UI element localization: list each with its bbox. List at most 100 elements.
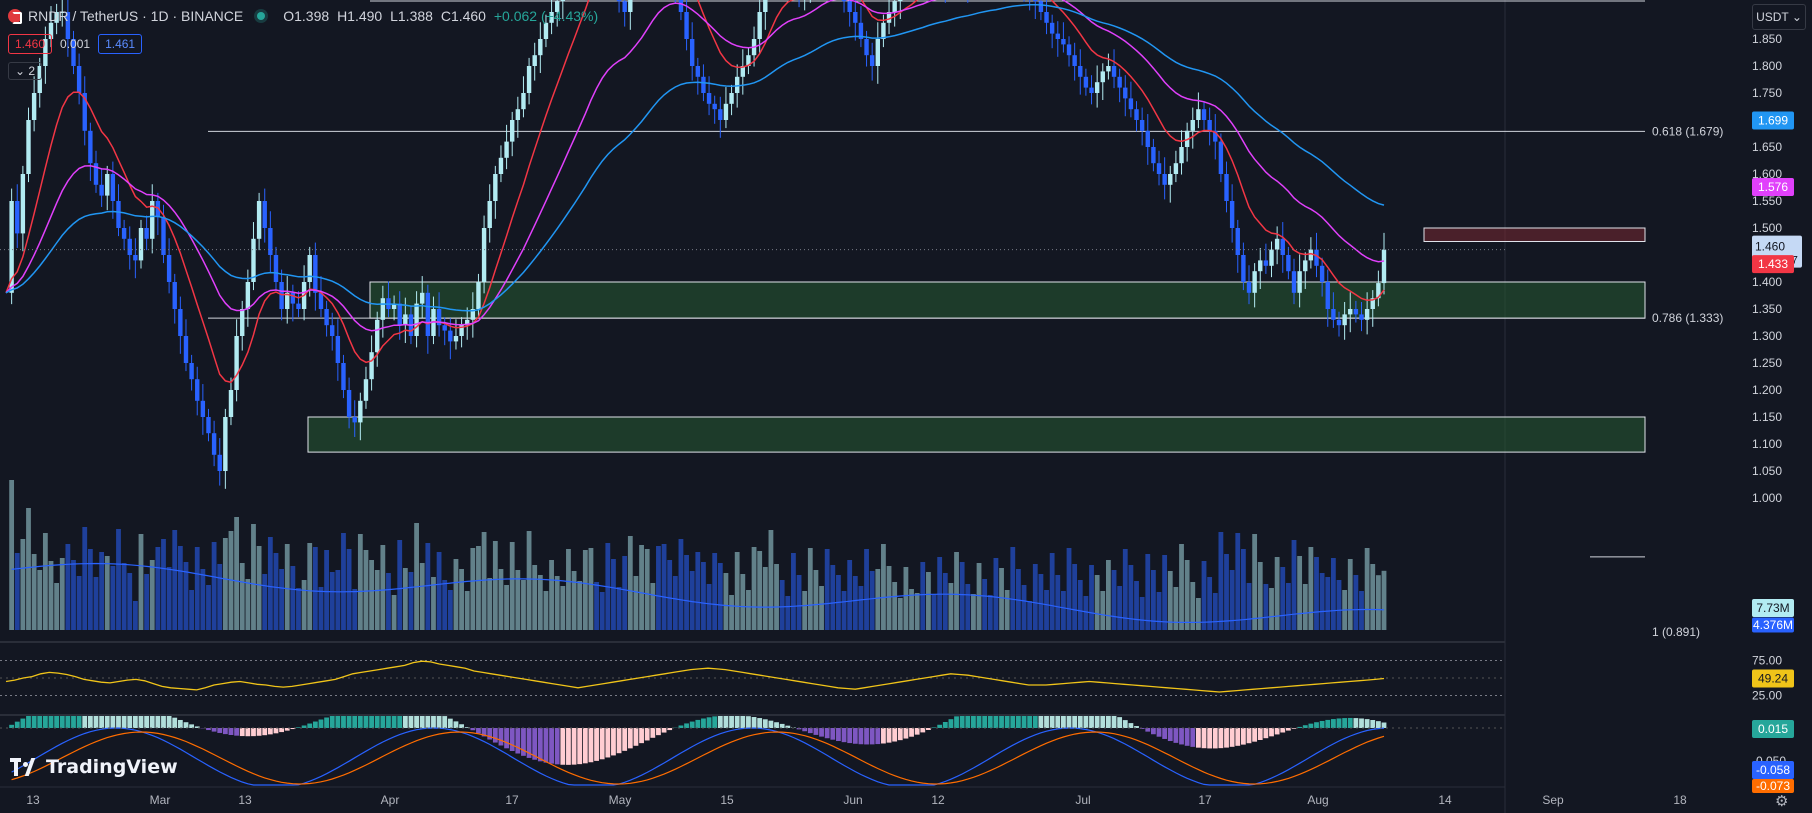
candle-body <box>166 255 172 282</box>
volume-bar <box>267 537 273 630</box>
candle-body <box>465 319 470 326</box>
macd-histogram-bar <box>881 728 886 744</box>
symbol-title[interactable]: RNDR / TetherUS · 1D · BINANCE <box>28 8 244 24</box>
indicators-collapse-button[interactable]: ⌄ 2 <box>8 62 43 80</box>
macd-histogram-bar <box>965 716 971 728</box>
volume-bar <box>31 554 37 630</box>
volume-bar <box>222 538 228 630</box>
macd-histogram-bar <box>357 716 363 728</box>
indicator-count: 2 <box>28 64 36 78</box>
volume-bar <box>442 580 448 630</box>
ema-badge: 1.576 <box>1758 180 1788 194</box>
macd-histogram-bar <box>740 716 746 728</box>
volume-ma-badge-bg <box>1752 617 1794 633</box>
macd-histogram-bar <box>447 718 453 728</box>
volume-bar <box>279 569 284 630</box>
macd-histogram-bar <box>1257 728 1263 740</box>
volume-bar <box>650 583 656 630</box>
candle-body <box>313 255 318 293</box>
ohlc-values: O1.398 H1.490 L1.388 C1.460 +0.062 (+4.4… <box>283 8 602 24</box>
volume-bar <box>487 578 493 630</box>
candle-body <box>307 255 312 282</box>
candle-body <box>712 103 717 110</box>
candle-body <box>729 93 734 104</box>
volume-bar <box>234 517 240 630</box>
gear-icon[interactable]: ⚙ <box>1775 793 1789 810</box>
macd-histogram-bar <box>768 720 774 728</box>
candle-body <box>1258 260 1263 272</box>
macd-histogram-bar <box>20 718 26 728</box>
macd-histogram-bar <box>982 716 988 728</box>
volume-bar <box>436 552 442 630</box>
volume-bar <box>976 563 982 630</box>
candle-body <box>695 66 701 77</box>
volume-bar <box>99 552 105 630</box>
macd-histogram-bar <box>976 716 982 728</box>
macd-histogram-bar <box>341 716 346 728</box>
volume-bar <box>1280 567 1286 630</box>
macd-histogram-bar <box>954 716 959 728</box>
chevron-down-icon: ⌄ <box>15 64 26 78</box>
macd-histogram-bar <box>206 728 211 731</box>
volume-bar <box>1145 554 1151 630</box>
sell-button[interactable]: 1.460 <box>8 34 53 54</box>
candle-body <box>1156 163 1162 174</box>
candle-body <box>1218 141 1224 174</box>
macd-histogram-bar <box>391 716 397 728</box>
rsi-line <box>5 660 1385 693</box>
candle-body <box>487 201 492 228</box>
volume-bar <box>1139 597 1145 630</box>
volume-bar <box>408 572 414 630</box>
candle-body <box>425 292 431 336</box>
time-tick-label: 13 <box>238 793 252 807</box>
candle-body <box>1111 66 1117 77</box>
volume-bar <box>93 577 99 630</box>
macd-histogram-bar <box>155 716 161 728</box>
candle-body <box>1303 260 1308 272</box>
candle-body <box>470 309 476 320</box>
candle-body <box>211 433 217 455</box>
volume-bar <box>20 539 26 630</box>
time-tick-label: Jul <box>1075 793 1090 807</box>
volume-bar <box>684 555 689 630</box>
volume-bar <box>284 544 290 630</box>
volume-bar <box>402 568 408 630</box>
volume-bar <box>138 534 144 630</box>
macd-histogram-bar <box>414 716 419 728</box>
candle-body <box>1134 109 1139 120</box>
volume-bar <box>751 547 757 630</box>
macd-histogram-bar <box>1162 728 1168 739</box>
macd-histogram-bar <box>627 728 633 749</box>
volume-bar <box>296 588 301 630</box>
macd-histogram-bar <box>796 728 802 730</box>
volume-bar <box>987 595 993 630</box>
tradingview-logo[interactable]: TradingView <box>10 756 178 778</box>
macd-histogram-bar <box>1167 728 1173 742</box>
macd-histogram-bar <box>509 728 515 752</box>
volume-bar <box>312 547 318 630</box>
currency-selector[interactable]: USDT ⌄ <box>1752 4 1806 30</box>
macd-histogram-bar <box>1044 716 1049 728</box>
candle-body <box>453 336 459 342</box>
volume-bar <box>290 566 296 630</box>
macd-histogram-bar <box>847 728 853 744</box>
high-value: H1.490 <box>337 8 383 24</box>
buy-button[interactable]: 1.461 <box>98 34 143 54</box>
macd-histogram-bar <box>785 725 791 728</box>
candle-body <box>256 201 262 239</box>
macd-histogram-bar <box>689 721 695 728</box>
candle-body <box>318 292 324 309</box>
price-tick-label: 1.650 <box>1752 140 1782 154</box>
volume-bar <box>644 549 650 630</box>
macd-histogram-bar <box>999 716 1004 728</box>
macd-histogram-bar <box>380 716 386 728</box>
volume-bar <box>819 586 824 630</box>
volume-bar <box>768 530 774 630</box>
macd-histogram-bar <box>1145 728 1151 732</box>
volume-ma-line <box>11 562 1385 623</box>
volume-bar <box>194 547 200 630</box>
candle-body <box>476 282 481 309</box>
volume-bar <box>1336 580 1342 630</box>
volume-bar <box>549 560 554 630</box>
